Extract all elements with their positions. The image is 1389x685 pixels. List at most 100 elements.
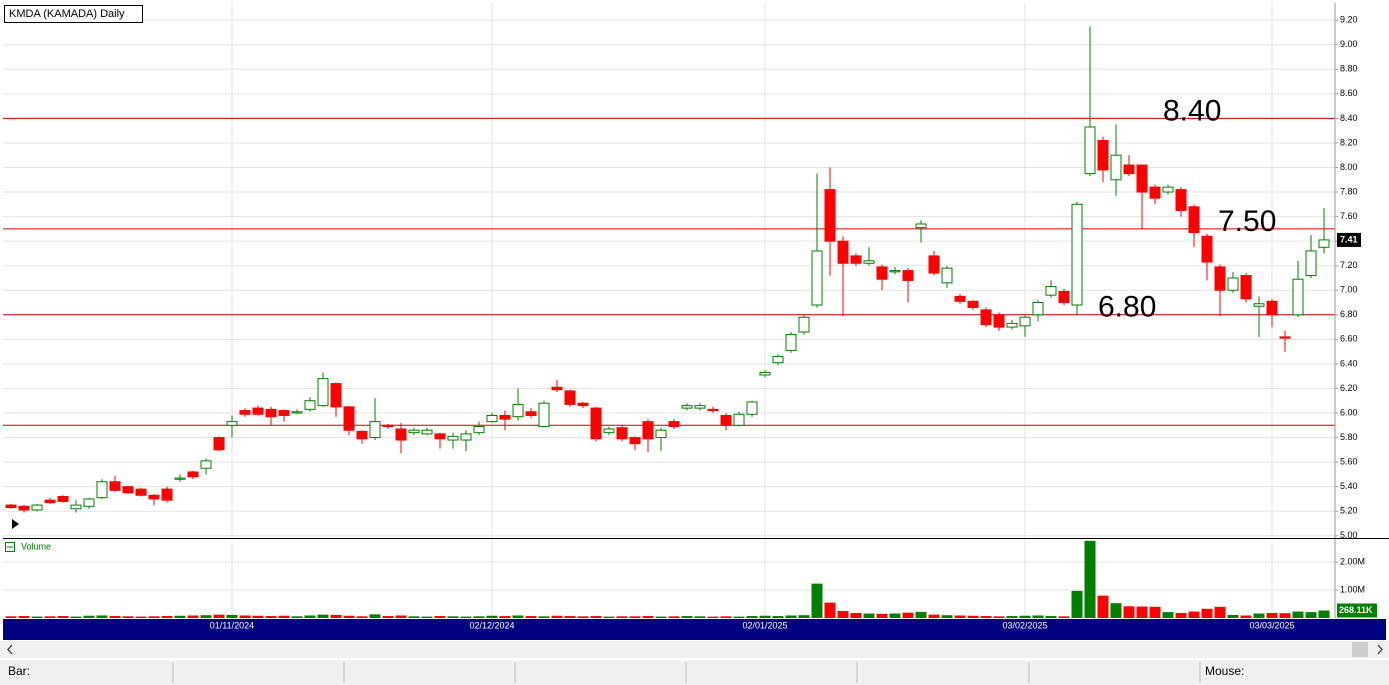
candle-body [993,314,1005,328]
volume-bar [1266,612,1278,618]
volume-bar [1240,615,1252,618]
candle-body [837,240,849,264]
y-tick-label: 9.20 [1340,15,1358,25]
status-bar-label: Bar: [8,664,30,678]
volume-bar [174,615,186,618]
y-tick-label: 9.00 [1340,39,1358,49]
candle-body [421,429,433,435]
scroll-thumb[interactable] [1352,642,1368,657]
volume-bar [291,616,303,618]
volume-bar [1162,612,1174,618]
candle-body [1162,186,1174,193]
volume-bar [213,614,225,618]
volume-bar [187,615,199,618]
volume-bar [122,616,134,618]
candle-body [330,383,342,408]
scrollbar[interactable] [0,641,1389,658]
candle-body [772,356,784,364]
candle-body [395,428,407,441]
candle-body [1149,186,1161,199]
candle-body [200,460,212,469]
volume-bar [5,616,17,618]
volume-bar [83,615,95,618]
candle-body [1110,154,1122,181]
volume-bar [720,616,732,618]
candle-body [811,250,823,306]
candle-body [1084,126,1096,175]
candle-body [252,407,264,415]
volume-bar [1279,613,1291,618]
candle-body [538,402,550,428]
candle-body [616,427,628,440]
volume-bar [1019,615,1031,618]
scroll-left[interactable] [7,644,13,655]
volume-bar [1201,608,1213,618]
candle-body [174,477,186,480]
y-tick-label: 8.60 [1340,88,1358,98]
candle-body [681,405,693,409]
volume-bar [57,616,69,618]
volume-bar [837,611,849,618]
volume-bar [1071,590,1083,618]
candle-body [1305,250,1317,277]
candle-body [278,410,290,416]
volume-bar [161,616,173,618]
candle-body [1214,266,1226,291]
volume-bar [850,612,862,618]
volume-bar [278,615,290,618]
candle-body [902,270,914,281]
volume-bar [564,616,576,618]
candle-body [720,414,732,426]
horizontal-line-label: 6.80 [1098,291,1156,324]
scroll-right[interactable] [1377,644,1383,655]
volume-bar [863,613,875,618]
candle-body [57,495,69,502]
status-dividers [172,662,1201,683]
candle-body [1097,139,1109,171]
status-bar [0,660,1389,685]
volume-bar [590,616,602,618]
last-volume-label: 268.11K [1339,605,1373,615]
candle-body [460,433,472,441]
candle-body [239,410,251,415]
candle-body [304,400,316,410]
volume-bar [1175,612,1187,618]
candle-body [96,481,108,499]
volume-bar [525,616,537,618]
volume-bar [1084,540,1096,618]
candle-body [954,295,966,302]
volume-bar [343,615,355,618]
candle-body [109,481,121,491]
y-tick-label: 1.00M [1340,584,1365,594]
candle-body [1058,290,1070,304]
y-tick-label: 5.00 [1340,530,1358,540]
volume-bar [1318,610,1330,618]
candle-body [603,428,615,434]
candle-body [1318,239,1330,248]
y-tick-label: 8.20 [1340,137,1358,147]
volume-bar [135,616,147,618]
volume-bar [824,602,836,618]
y-tick-label: 5.20 [1340,506,1358,516]
candle-body [707,408,719,412]
status-mouse-label: Mouse: [1205,664,1244,678]
volume-bar [1136,606,1148,618]
candle-body [746,401,758,415]
volume-bar [746,616,758,618]
y-tick-label: 6.80 [1340,309,1358,319]
chart-title: KMDA (KAMADA) Daily [9,8,125,20]
candle-body [369,421,381,439]
y-tick-label: 6.00 [1340,407,1358,417]
candle-body [967,300,979,308]
y-tick-label: 8.00 [1340,162,1358,172]
candle-body [1019,316,1031,327]
title-box [4,5,143,23]
candle-body [629,437,641,445]
candle-body [1123,164,1135,175]
volume-bar [707,616,719,618]
y-tick-label: 7.80 [1340,186,1358,196]
candle-body [5,504,17,509]
candle-body [642,421,654,440]
volume-bar [265,616,277,618]
volume-bar [31,616,43,618]
